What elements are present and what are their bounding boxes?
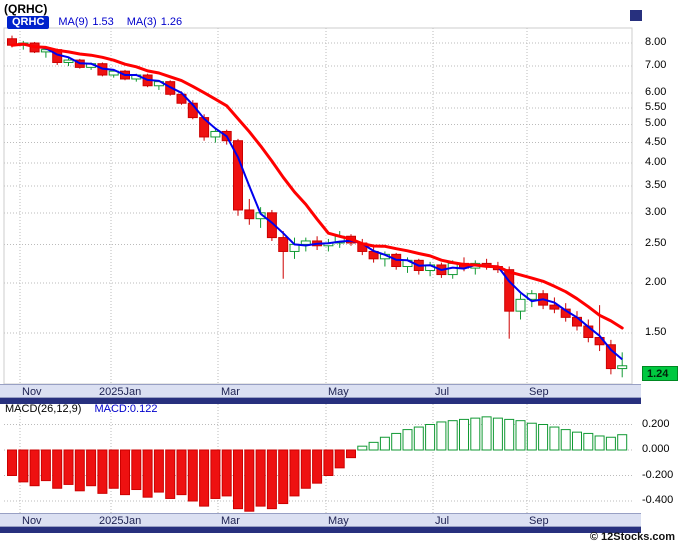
macd-params-label: MACD(26,12,9): [5, 403, 82, 415]
month-label: May: [328, 515, 349, 527]
macd-value-label: MACD:0.122: [94, 403, 158, 415]
month-label: 2025Jan: [99, 515, 142, 527]
month-label: May: [328, 386, 349, 398]
month-label: Sep: [529, 515, 549, 527]
month-label: 2025Jan: [99, 386, 142, 398]
last-price-badge: 1.24: [642, 366, 678, 381]
month-label: Sep: [529, 386, 549, 398]
separator-bar-top: [0, 398, 641, 404]
ma9-value: 1.53: [92, 16, 114, 28]
ma3-value: 1.26: [160, 16, 183, 28]
page-title: (QRHC): [4, 2, 48, 16]
copyright-link[interactable]: © 12Stocks.com: [589, 531, 675, 543]
top-right-marker: [630, 10, 642, 21]
ma3-label: MA(3): [126, 16, 157, 28]
month-label: Mar: [221, 386, 240, 398]
price-legend: QRHC MA(9) 1.53 MA(3) 1.26: [7, 15, 195, 29]
price-xaxis-band: Nov 2025Jan Mar May Jul Sep: [0, 384, 641, 398]
month-label: Jul: [435, 386, 450, 398]
month-label: Jul: [435, 515, 450, 527]
separator-bar-bottom: [0, 527, 641, 533]
macd-xaxis-band: Nov 2025Jan Mar May Jul Sep: [0, 513, 641, 527]
macd-header: MACD(26,12,9) MACD:0.122: [5, 403, 157, 415]
symbol-badge[interactable]: QRHC: [7, 15, 50, 29]
ma9-label: MA(9): [58, 16, 89, 28]
month-label: Nov: [22, 515, 42, 527]
month-label: Mar: [221, 515, 240, 527]
month-label: Nov: [22, 386, 42, 398]
